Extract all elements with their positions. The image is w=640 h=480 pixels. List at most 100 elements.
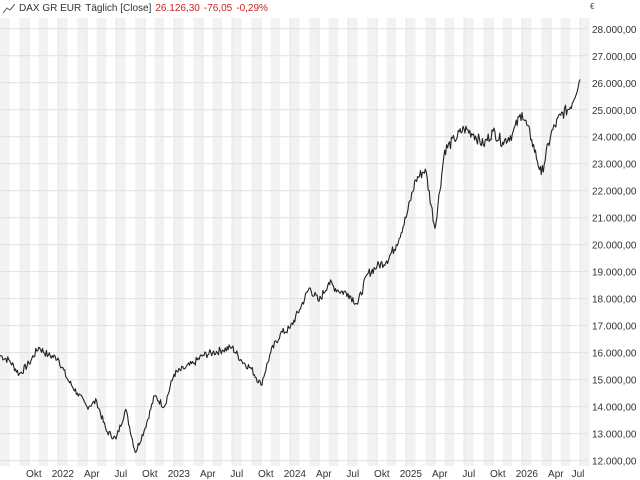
month-band: [415, 18, 426, 466]
y-tick-label: 24.000,00: [592, 133, 637, 144]
y-tick-label: 16.000,00: [592, 349, 637, 360]
change-value: -76,05: [203, 3, 233, 14]
month-band: [483, 18, 493, 466]
month-band: [9, 18, 20, 466]
month-band: [454, 18, 464, 466]
month-band: [377, 18, 387, 466]
month-band: [251, 18, 261, 466]
month-band: [38, 18, 49, 466]
month-band: [212, 18, 223, 466]
month-band: [531, 18, 542, 466]
month-band: [261, 18, 271, 466]
x-tick-label: Apr: [316, 469, 332, 480]
month-band: [367, 18, 377, 466]
y-tick-label: 28.000,00: [592, 25, 637, 36]
line-chart-icon: [2, 3, 16, 14]
month-band: [164, 18, 174, 466]
month-band: [435, 18, 445, 466]
month-band: [551, 18, 561, 466]
y-tick-label: 17.000,00: [592, 322, 637, 333]
month-band: [473, 18, 484, 466]
month-band: [106, 18, 116, 466]
x-tick-label: Apr: [84, 469, 100, 480]
y-tick-label: 15.000,00: [592, 376, 637, 387]
y-tick-label: 12.000,00: [592, 457, 637, 468]
month-band: [309, 18, 319, 466]
month-band: [232, 18, 242, 466]
horizontal-gridlines: [0, 28, 587, 462]
month-band: [203, 18, 213, 466]
y-tick-label: 25.000,00: [592, 106, 637, 117]
x-tick-label: Jul: [114, 469, 127, 480]
last-value: 26.126,30: [155, 3, 200, 14]
x-tick-label: Jul: [462, 469, 475, 480]
month-band: [241, 18, 252, 466]
month-band: [183, 18, 194, 466]
month-band: [290, 18, 300, 466]
month-band: [48, 18, 58, 466]
month-band: [502, 18, 513, 466]
alternating-month-bands: [0, 18, 590, 466]
month-band: [444, 18, 455, 466]
month-band: [580, 18, 590, 466]
month-band: [512, 18, 522, 466]
month-band: [560, 18, 571, 466]
change-percent: -0,29%: [236, 3, 268, 14]
month-band: [77, 18, 87, 466]
month-band: [522, 18, 532, 466]
month-band: [541, 18, 551, 466]
y-tick-label: 20.000,00: [592, 241, 637, 252]
x-tick-label: Jul: [572, 469, 585, 480]
month-band: [29, 18, 39, 466]
month-band: [299, 18, 310, 466]
y-tick-label: 19.000,00: [592, 268, 637, 279]
month-band: [145, 18, 155, 466]
price-line: [0, 79, 581, 454]
month-band: [396, 18, 406, 466]
month-band: [464, 18, 474, 466]
y-tick-label: 26.000,00: [592, 79, 637, 90]
x-tick-label: 2024: [284, 469, 307, 480]
y-tick-label: 21.000,00: [592, 214, 637, 225]
month-band: [125, 18, 136, 466]
x-tick-label: Apr: [200, 469, 216, 480]
x-tick-label: Apr: [548, 469, 564, 480]
month-band: [222, 18, 232, 466]
month-band: [19, 18, 29, 466]
month-band: [193, 18, 203, 466]
month-band: [338, 18, 348, 466]
month-band: [0, 18, 10, 466]
month-band: [116, 18, 126, 466]
x-tick-label: Okt: [490, 469, 506, 480]
y-tick-label: 23.000,00: [592, 160, 637, 171]
month-band: [96, 18, 107, 466]
x-tick-label: 2022: [52, 469, 75, 480]
vertical-gridlines: [28, 18, 581, 466]
x-tick-label: Okt: [142, 469, 158, 480]
x-tick-label: Okt: [26, 469, 42, 480]
month-band: [174, 18, 184, 466]
x-tick-label: Jul: [346, 469, 359, 480]
x-tick-label: Apr: [432, 469, 448, 480]
month-band: [87, 18, 97, 466]
y-tick-label: 18.000,00: [592, 295, 637, 306]
instrument-name: DAX GR EUR: [19, 3, 82, 14]
x-tick-label: 2023: [168, 469, 191, 480]
x-tick-label: Okt: [258, 469, 274, 480]
month-band: [154, 18, 165, 466]
x-tick-label: Okt: [374, 469, 390, 480]
x-axis-labels: Okt 2022 Apr Jul Okt 2023 Apr Jul Okt 2024 Apr Jul O…: [26, 469, 584, 480]
month-band: [425, 18, 435, 466]
month-band: [348, 18, 358, 466]
month-band: [135, 18, 145, 466]
x-tick-label: 2026: [516, 469, 539, 480]
month-band: [270, 18, 281, 466]
month-band: [406, 18, 416, 466]
month-band: [570, 18, 580, 466]
interval-label: Täglich [Close]: [85, 3, 152, 14]
month-band: [280, 18, 290, 466]
chart-legend: DAX GR EUR Täglich [Close] 26.126,30 -76…: [2, 2, 268, 15]
y-tick-label: 27.000,00: [592, 52, 637, 63]
month-band: [58, 18, 68, 466]
